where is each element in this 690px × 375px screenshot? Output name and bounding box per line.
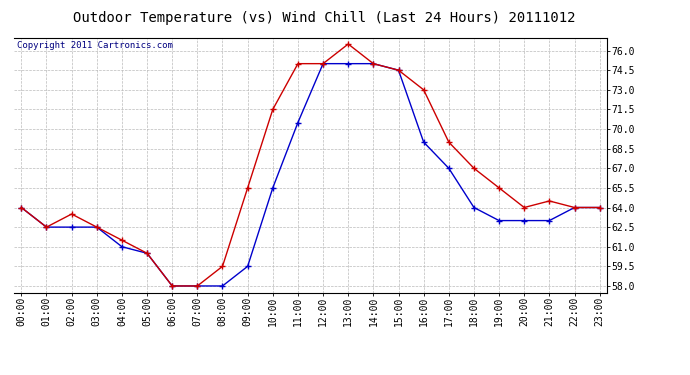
Text: Outdoor Temperature (vs) Wind Chill (Last 24 Hours) 20111012: Outdoor Temperature (vs) Wind Chill (Las… — [73, 11, 575, 25]
Text: Copyright 2011 Cartronics.com: Copyright 2011 Cartronics.com — [17, 41, 172, 50]
